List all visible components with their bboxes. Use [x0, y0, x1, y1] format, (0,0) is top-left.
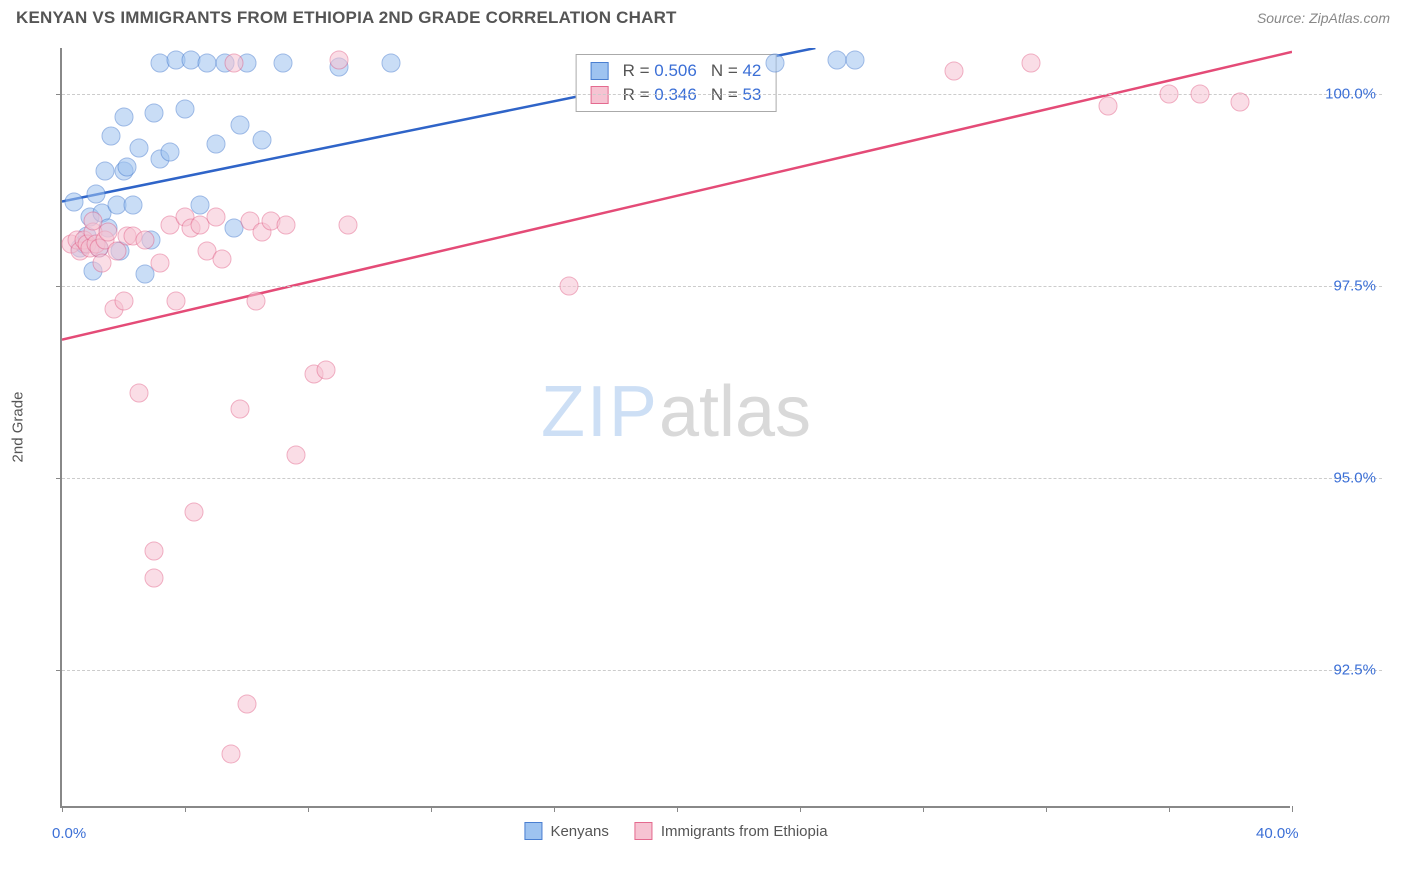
data-point	[151, 253, 170, 272]
y-tick	[56, 286, 62, 287]
x-tick	[923, 806, 924, 812]
data-point	[231, 399, 250, 418]
x-tick	[185, 806, 186, 812]
y-tick-label: 97.5%	[1296, 277, 1376, 294]
data-point	[185, 503, 204, 522]
legend-item: Immigrants from Ethiopia	[635, 822, 828, 840]
x-tick	[431, 806, 432, 812]
data-point	[252, 131, 271, 150]
data-point	[96, 161, 115, 180]
title-bar: KENYAN VS IMMIGRANTS FROM ETHIOPIA 2ND G…	[0, 0, 1406, 32]
data-point	[206, 134, 225, 153]
y-tick	[56, 478, 62, 479]
data-point	[277, 215, 296, 234]
legend-swatch	[524, 822, 542, 840]
y-tick-label: 100.0%	[1296, 86, 1376, 103]
legend-label: Immigrants from Ethiopia	[661, 823, 828, 840]
data-point	[212, 250, 231, 269]
data-point	[123, 196, 142, 215]
y-tick-label: 92.5%	[1296, 661, 1376, 678]
scatter-plot: 2nd Grade ZIPatlas R = 0.506N = 42R = 0.…	[60, 48, 1290, 808]
legend-swatch	[591, 62, 609, 80]
x-tick-label: 40.0%	[1256, 825, 1299, 842]
x-tick	[1292, 806, 1293, 812]
x-tick	[1169, 806, 1170, 812]
stats-row: R = 0.506 N = 42	[591, 59, 762, 83]
data-point	[827, 50, 846, 69]
data-point	[114, 292, 133, 311]
data-point	[382, 54, 401, 73]
y-axis-title: 2nd Grade	[10, 392, 27, 463]
data-point	[206, 207, 225, 226]
data-point	[114, 108, 133, 127]
stats-legend: R = 0.506N = 42R = 0.346N = 53	[576, 54, 777, 112]
watermark-atlas: atlas	[659, 372, 811, 452]
data-point	[1160, 85, 1179, 104]
x-tick	[1046, 806, 1047, 812]
data-point	[136, 230, 155, 249]
x-tick	[554, 806, 555, 812]
data-point	[338, 215, 357, 234]
stat-n-label: N = 42	[711, 61, 762, 81]
data-point	[222, 745, 241, 764]
data-point	[129, 138, 148, 157]
data-point	[99, 223, 118, 242]
data-point	[86, 184, 105, 203]
x-tick-label: 0.0%	[52, 825, 86, 842]
data-point	[1021, 54, 1040, 73]
watermark: ZIPatlas	[541, 371, 811, 453]
data-point	[1190, 85, 1209, 104]
gridline	[62, 286, 1382, 287]
data-point	[286, 445, 305, 464]
data-point	[560, 276, 579, 295]
data-point	[145, 568, 164, 587]
y-tick	[56, 670, 62, 671]
data-point	[166, 292, 185, 311]
source-label: Source: ZipAtlas.com	[1257, 10, 1390, 26]
x-tick	[308, 806, 309, 812]
data-point	[225, 54, 244, 73]
data-point	[231, 115, 250, 134]
data-point	[145, 104, 164, 123]
legend-label: Kenyans	[550, 823, 608, 840]
data-point	[317, 361, 336, 380]
watermark-zip: ZIP	[541, 372, 659, 452]
data-point	[1230, 92, 1249, 111]
data-point	[846, 50, 865, 69]
x-tick	[62, 806, 63, 812]
data-point	[274, 54, 293, 73]
chart-area: 2nd Grade ZIPatlas R = 0.506N = 42R = 0.…	[60, 48, 1380, 838]
legend-swatch	[635, 822, 653, 840]
legend-item: Kenyans	[524, 822, 608, 840]
data-point	[129, 384, 148, 403]
gridline	[62, 670, 1382, 671]
data-point	[160, 142, 179, 161]
data-point	[246, 292, 265, 311]
x-tick	[677, 806, 678, 812]
chart-title: KENYAN VS IMMIGRANTS FROM ETHIOPIA 2ND G…	[16, 8, 677, 28]
y-tick-label: 95.0%	[1296, 469, 1376, 486]
data-point	[102, 127, 121, 146]
data-point	[329, 50, 348, 69]
data-point	[1098, 96, 1117, 115]
data-point	[237, 695, 256, 714]
gridline	[62, 94, 1382, 95]
stat-r-label: R = 0.506	[623, 61, 697, 81]
series-legend: Kenyans Immigrants from Ethiopia	[524, 822, 827, 840]
gridline	[62, 478, 1382, 479]
data-point	[65, 192, 84, 211]
data-point	[176, 100, 195, 119]
data-point	[197, 54, 216, 73]
y-tick	[56, 94, 62, 95]
data-point	[117, 157, 136, 176]
data-point	[145, 541, 164, 560]
data-point	[766, 54, 785, 73]
x-tick	[800, 806, 801, 812]
data-point	[944, 62, 963, 81]
